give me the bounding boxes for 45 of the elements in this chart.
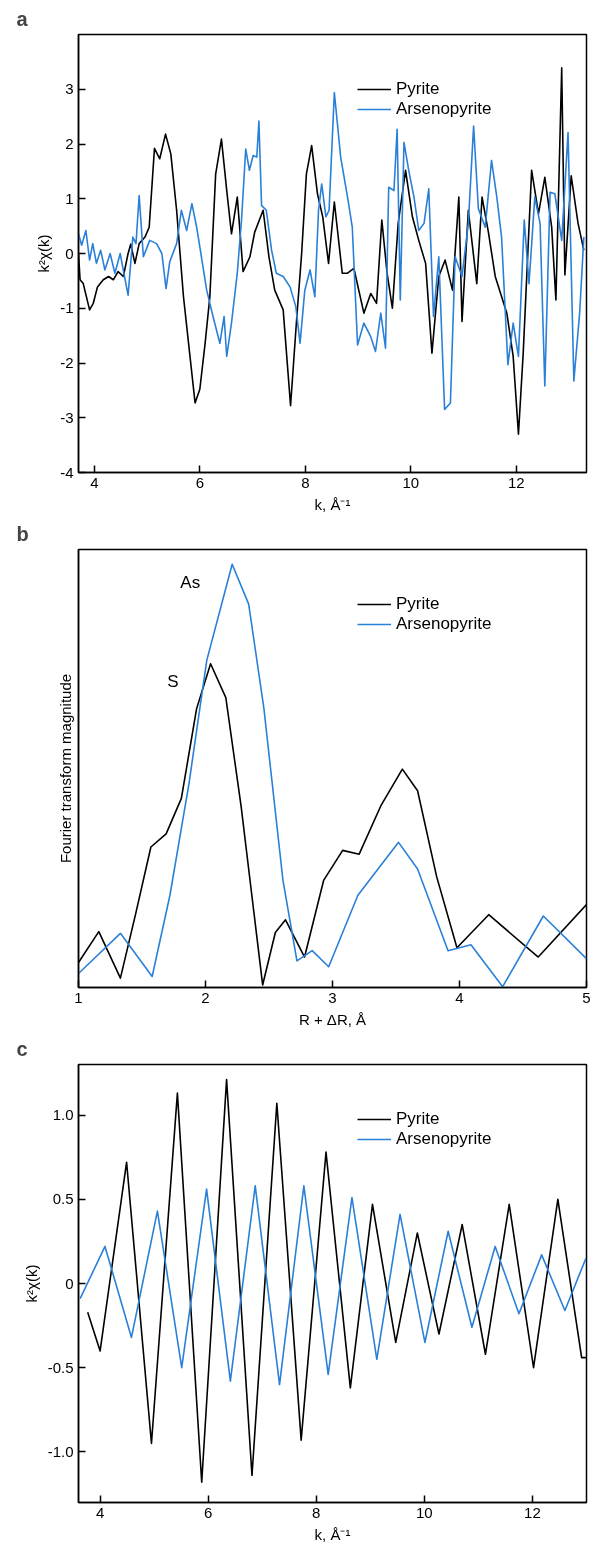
x-tick-label: 8 <box>301 473 310 491</box>
x-tick-label: 5 <box>582 988 590 1006</box>
x-tick-label: 4 <box>90 473 99 491</box>
annotation: S <box>167 672 179 692</box>
x-tick-label: 8 <box>312 1503 321 1521</box>
x-tick-label: 6 <box>195 473 204 491</box>
y-tick-label: -2 <box>60 354 74 371</box>
y-tick-label: 0 <box>65 1274 74 1292</box>
legend-label: Pyrite <box>396 594 440 614</box>
y-tick-label: -1.0 <box>47 1442 74 1460</box>
x-tick-label: 12 <box>524 1503 541 1521</box>
chart-title: a <box>16 7 29 30</box>
y-tick-label: 0.5 <box>52 1190 74 1208</box>
x-tick-label: 4 <box>455 988 464 1006</box>
y-tick-label: 1.0 <box>52 1106 74 1124</box>
x-tick-label: 2 <box>201 988 210 1006</box>
chart-title: b <box>16 522 29 545</box>
chart-title: c <box>16 1037 28 1060</box>
annotation: As <box>180 572 201 592</box>
legend-label: Arsenopyrite <box>396 1129 492 1149</box>
x-tick-label: 4 <box>95 1503 105 1521</box>
y-tick-label: -4 <box>60 463 74 481</box>
line-series <box>79 1184 587 1386</box>
x-tick-label: 10 <box>402 473 420 491</box>
legend-label: Arsenopyrite <box>396 614 492 634</box>
y-tick-label: -3 <box>60 408 74 426</box>
y-axis-title: Fourier transform magnitude <box>56 673 74 864</box>
y-tick-label: 2 <box>65 135 74 152</box>
x-axis-title: k, Å⁻¹ <box>314 1525 351 1543</box>
y-tick-label: 0 <box>65 244 74 262</box>
x-tick-label: 6 <box>204 1503 213 1521</box>
y-tick-label: 1 <box>65 189 74 207</box>
y-axis-title: k²χ(k) <box>22 1264 40 1303</box>
x-axis-title: R + ΔR, Å <box>298 1010 367 1028</box>
y-tick-label: -1 <box>60 299 74 317</box>
y-axis-title: k²χ(k) <box>35 234 53 273</box>
x-tick-label: 3 <box>328 988 337 1006</box>
x-tick-label: 12 <box>508 473 525 491</box>
legend-label: Pyrite <box>396 1109 440 1129</box>
legend-label: Arsenopyrite <box>396 99 492 119</box>
x-axis-title: k, Å⁻¹ <box>314 495 351 513</box>
y-tick-label: -0.5 <box>47 1358 74 1376</box>
x-tick-label: 10 <box>416 1503 433 1521</box>
y-tick-label: 3 <box>65 80 74 98</box>
legend-label: Pyrite <box>396 79 440 99</box>
